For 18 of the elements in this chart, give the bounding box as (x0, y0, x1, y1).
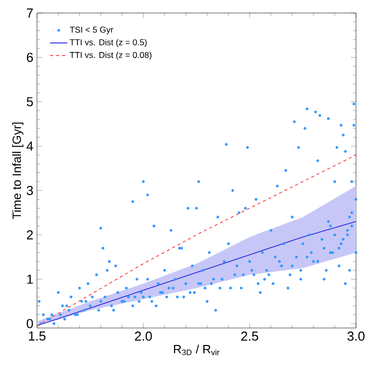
y-tick-label: 5 (26, 97, 33, 106)
line-series (37, 154, 356, 326)
legend-label: TTI vs. Dist (z = 0.5) (70, 39, 147, 48)
x-tick-label: 1.5 (28, 332, 46, 341)
y-tick-label: 7 (26, 8, 33, 18)
x-tick-label: 2.0 (134, 332, 152, 341)
y-tick-label: 2 (26, 230, 33, 240)
y-axis-title: Time to Infall [Gyr] (12, 122, 24, 220)
y-tick-label: 4 (26, 142, 34, 151)
y-tick-label: 6 (26, 52, 33, 62)
y-tick-label: 0 (26, 318, 33, 328)
y-tick-label: 3 (26, 186, 33, 196)
x-tick-label: 3.0 (347, 332, 365, 341)
x-tick-label: 2.5 (241, 332, 258, 341)
x-axis-title: R$_{3D}$ / R$_{vir}$ (174, 344, 220, 356)
legend-label: TSI < 5 Gyr (70, 26, 114, 34)
y-tick-label: 1 (27, 274, 33, 284)
legend-label: TTI vs. Dist (z = 0.08) (70, 52, 152, 60)
